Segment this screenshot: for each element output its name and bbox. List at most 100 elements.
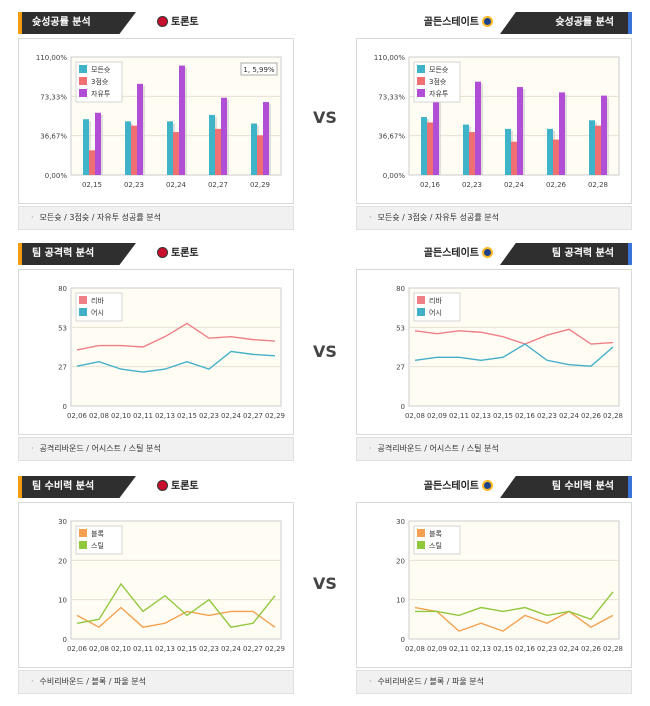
legend-label: 리바 xyxy=(91,296,104,305)
x-tick-label: 02,26 xyxy=(581,412,602,420)
x-tick-label: 02,23 xyxy=(124,181,144,189)
x-tick-label: 02,23 xyxy=(199,412,219,420)
bar xyxy=(221,97,227,175)
x-tick-label: 02,15 xyxy=(493,412,513,420)
x-tick-label: 02,13 xyxy=(155,645,175,653)
accent-bar xyxy=(18,12,22,34)
x-tick-label: 02,15 xyxy=(177,645,197,653)
x-tick-label: 02,24 xyxy=(221,412,242,420)
x-tick-label: 02,24 xyxy=(504,181,525,189)
y-tick-label: 53 xyxy=(396,324,405,332)
accent-bar xyxy=(18,476,22,498)
y-tick-label: 0,00% xyxy=(45,172,68,180)
panel-title: 팀 수비력 분석 xyxy=(18,476,136,498)
x-tick-label: 02,08 xyxy=(89,412,109,420)
bar-chart: 110,00% 73,33% 36,67% 0,00% 02,15 02,23 02,24 0… xyxy=(36,54,282,189)
footer-label: 모든슛 / 3점슛 / 자유투 성공률 분석 xyxy=(39,213,161,222)
x-tick-label: 02,24 xyxy=(166,181,187,189)
legend-swatch xyxy=(417,308,425,316)
shooting-panel-golden-state: 골든스테이트 슛성공률 분석 110,00% 73,33% 36,67% 0,00% 0… xyxy=(356,12,632,230)
x-tick-label: 02,27 xyxy=(243,412,263,420)
panel-footer: · 모든슛 / 3점슛 / 자유투 성공률 분석 xyxy=(356,206,632,230)
y-tick-label: 27 xyxy=(58,364,67,372)
x-tick-label: 02,13 xyxy=(471,645,491,653)
bar xyxy=(427,122,433,175)
legend-swatch xyxy=(79,89,87,97)
chart-box: 30 20 10 0 02,08 02,09 02,11 02,13 02,15 02,16 02,… xyxy=(356,502,632,668)
offense-panel-golden-state: 골든스테이트 팀 공격력 분석 80 53 27 0 02,08 02,09 02,11 02… xyxy=(356,243,632,461)
x-tick-label: 02,09 xyxy=(427,645,447,653)
team-name: 골든스테이트 xyxy=(424,476,496,498)
x-tick-label: 02,06 xyxy=(67,412,88,420)
x-tick-label: 02,06 xyxy=(67,645,88,653)
accent-bar xyxy=(628,12,632,34)
raptors-logo-icon xyxy=(157,16,168,27)
chart-box: 80 53 27 0 02,06 02,08 02,10 02,11 02,13 02,15 02,… xyxy=(18,269,294,435)
x-tick-label: 02,23 xyxy=(199,645,219,653)
y-tick-label: 80 xyxy=(58,285,67,293)
y-tick-label: 0 xyxy=(63,403,67,411)
panel-header: 골든스테이트 팀 수비력 분석 xyxy=(356,476,632,498)
raptors-logo-icon xyxy=(157,247,168,258)
defense-panel-toronto: 팀 수비력 분석 토론토 30 20 10 0 02,06 02,08 02,10 02,11… xyxy=(18,476,294,694)
team-name: 토론토 xyxy=(154,12,199,34)
bar xyxy=(137,83,143,175)
team-label: 토론토 xyxy=(171,248,199,259)
x-tick-label: 02,23 xyxy=(537,645,557,653)
panel-footer: · 모든슛 / 3점슛 / 자유투 성공률 분석 xyxy=(18,206,294,230)
x-tick-label: 02,15 xyxy=(177,412,197,420)
y-tick-label: 0,00% xyxy=(383,172,406,180)
footer-label: 공격리바운드 / 어시스트 / 스틸 분석 xyxy=(377,444,499,453)
bar xyxy=(209,114,215,175)
x-tick-label: 02,29 xyxy=(265,645,285,653)
legend-swatch xyxy=(417,89,425,97)
chart-box: 110,00% 73,33% 36,67% 0,00% 02,16 02,23 02,24 0… xyxy=(356,38,632,204)
panel-footer: · 공격리바운드 / 어시스트 / 스틸 분석 xyxy=(356,437,632,461)
bar xyxy=(167,121,173,175)
footer-label: 공격리바운드 / 어시스트 / 스틸 분석 xyxy=(39,444,161,453)
team-label: 토론토 xyxy=(171,481,199,492)
legend-label: 어시 xyxy=(429,308,442,317)
accent-bar xyxy=(628,243,632,265)
team-label: 골든스테이트 xyxy=(423,248,479,259)
legend-label: 자유투 xyxy=(91,89,111,98)
team-name: 토론토 xyxy=(154,243,199,265)
x-tick-label: 02,26 xyxy=(581,645,602,653)
y-tick-label: 110,00% xyxy=(374,54,405,62)
x-tick-label: 02,08 xyxy=(405,412,425,420)
panel-header: 골든스테이트 슛성공률 분석 xyxy=(356,12,632,34)
x-tick-label: 02,23 xyxy=(537,412,557,420)
x-tick-label: 02,28 xyxy=(603,645,623,653)
vs-label: VS xyxy=(313,574,337,593)
y-tick-label: 36,67% xyxy=(378,133,405,141)
y-tick-label: 0 xyxy=(401,403,405,411)
bar xyxy=(89,150,95,175)
tooltip-text: 1, 5,99% xyxy=(243,66,274,74)
legend-label: 스틸 xyxy=(91,542,104,550)
y-tick-label: 10 xyxy=(58,597,67,605)
bar xyxy=(511,141,517,175)
bar xyxy=(263,102,269,175)
y-tick-label: 73,33% xyxy=(378,93,405,101)
series-line xyxy=(414,328,614,345)
y-tick-label: 53 xyxy=(58,324,67,332)
bar xyxy=(95,112,101,175)
y-tick-label: 30 xyxy=(396,518,405,526)
chart-box: 30 20 10 0 02,06 02,08 02,10 02,11 02,13 02,15 02,… xyxy=(18,502,294,668)
x-tick-label: 02,08 xyxy=(89,645,109,653)
bullet-icon: · xyxy=(31,444,34,453)
bar xyxy=(463,124,469,175)
x-tick-label: 02,13 xyxy=(155,412,175,420)
legend-label: 3점슛 xyxy=(429,78,447,86)
chart-box: 80 53 27 0 02,08 02,09 02,11 02,13 02,15 02,16 02,… xyxy=(356,269,632,435)
y-tick-label: 20 xyxy=(396,557,405,565)
legend-swatch xyxy=(79,529,87,537)
x-tick-label: 02,11 xyxy=(449,412,469,420)
shooting-panel-toronto: 슛성공률 분석 토론토 110,00% 73,33% 36,67% 0,00% 02,1… xyxy=(18,12,294,230)
x-tick-label: 02,27 xyxy=(243,645,263,653)
bar xyxy=(421,117,427,175)
y-tick-label: 73,33% xyxy=(40,93,67,101)
x-tick-label: 02,28 xyxy=(603,412,623,420)
panel-title: 슛성공률 분석 xyxy=(500,12,632,34)
